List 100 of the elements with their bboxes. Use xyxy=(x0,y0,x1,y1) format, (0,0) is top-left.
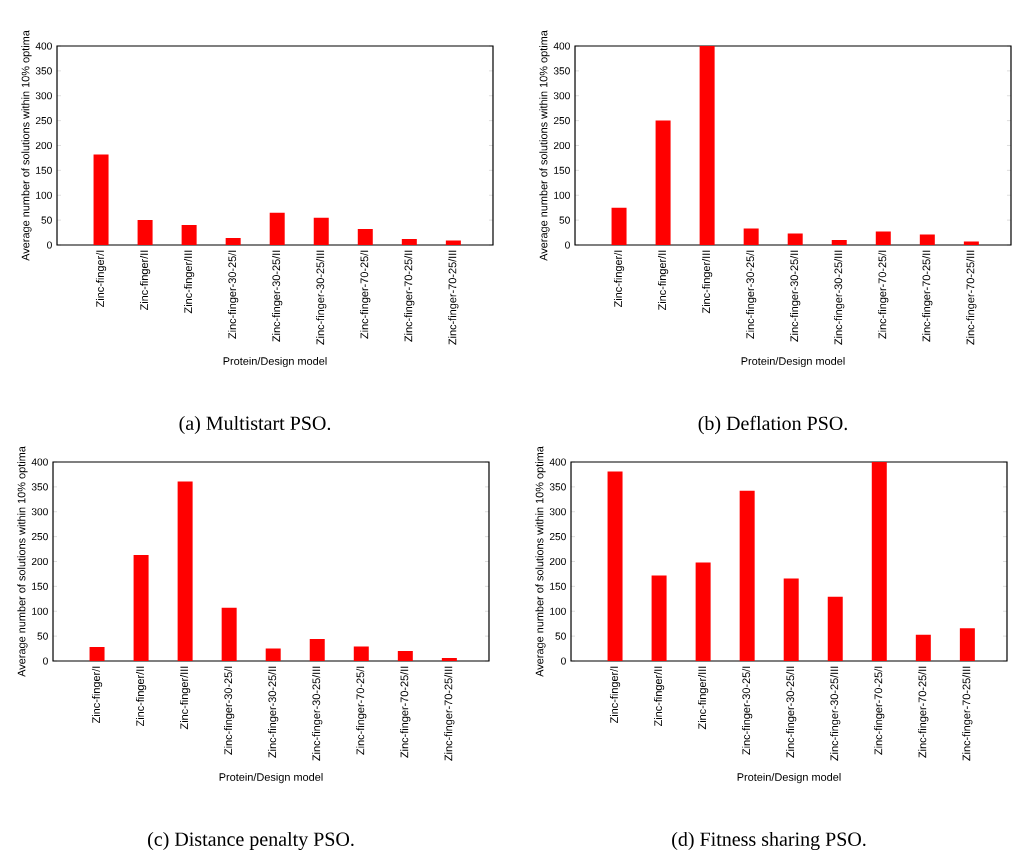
y-tick-label: 250 xyxy=(549,533,566,541)
x-tick-label: Zinc-finger/II xyxy=(135,666,147,727)
bar xyxy=(695,562,711,662)
x-tick-label: Zinc-finger/I xyxy=(609,666,621,724)
x-tick-label: Zinc-finger-70-25/III xyxy=(962,666,973,761)
y-tick-label: 200 xyxy=(549,558,566,566)
bar xyxy=(743,228,759,246)
x-tick-label: Zinc-finger-70-25/II xyxy=(918,666,929,758)
bar xyxy=(739,491,755,662)
x-tick-label: Zinc-finger/I xyxy=(95,250,107,308)
y-axis-title: Average number of solutions within 10% optima xyxy=(17,446,28,678)
y-tick-label: 0 xyxy=(565,241,570,249)
y-tick-label: 400 xyxy=(35,42,52,50)
bar xyxy=(827,597,843,662)
bar xyxy=(699,46,715,246)
bar xyxy=(401,239,417,246)
x-tick-label: Zinc-finger-30-25/II xyxy=(786,666,797,758)
y-tick-label: 150 xyxy=(554,167,570,175)
x-tick-label: Zinc-finger-30-25/I xyxy=(228,250,239,339)
bar xyxy=(919,234,935,246)
text: (a) Multistart PSO. xyxy=(179,416,331,435)
bar xyxy=(313,217,329,246)
x-tick-label: Zinc-finger-70-25/III xyxy=(448,250,459,345)
x-tick-label: Zinc-finger/III xyxy=(184,250,195,314)
y-tick-label: 350 xyxy=(35,67,52,75)
x-axis-title: Protein/Design model xyxy=(741,357,845,368)
x-tick-label: Zinc-finger/III xyxy=(702,250,713,314)
bar xyxy=(93,154,109,246)
y-tick-label: 150 xyxy=(32,583,48,591)
x-axis-title: Protein/Design model xyxy=(737,773,841,784)
x-tick-label: Zinc-finger-30-25/II xyxy=(268,666,279,758)
y-tick-label: 350 xyxy=(553,67,570,75)
x-tick-label: Zinc-finger-30-25/I xyxy=(742,666,753,755)
y-tick-label: 0 xyxy=(47,241,52,249)
y-axis-title: Average number of solutions within 10% optima xyxy=(21,30,32,262)
x-tick-label: Zinc-finger/III xyxy=(698,666,709,730)
y-tick-label: 300 xyxy=(549,508,566,516)
x-tick-label: Zinc-finger-70-25/II xyxy=(404,250,415,342)
x-tick-label: Zinc-finger-30-25/III xyxy=(316,250,327,345)
bar xyxy=(445,240,461,246)
bar xyxy=(787,233,803,246)
x-tick-label: Zinc-finger-70-25/I xyxy=(356,666,367,755)
y-tick-label: 250 xyxy=(31,533,48,541)
x-tick-label: Zinc-finger/I xyxy=(613,250,625,308)
bar xyxy=(353,646,369,662)
text: (c) Distance penalty PSO. xyxy=(148,832,354,851)
bar xyxy=(607,471,623,662)
x-tick-label: Zinc-finger/I xyxy=(91,666,103,724)
x-tick-label: Zinc-finger/II xyxy=(657,250,669,311)
text: (d) Fitness sharing PSO. xyxy=(672,832,866,851)
y-tick-label: 50 xyxy=(555,632,566,640)
bar xyxy=(915,634,931,662)
y-tick-label: 350 xyxy=(31,483,48,491)
y-axis-title: Average number of solutions within 10% optima xyxy=(539,30,550,262)
bar xyxy=(959,628,975,662)
y-tick-label: 400 xyxy=(549,458,566,466)
x-tick-label: Zinc-finger/III xyxy=(180,666,191,730)
y-tick-label: 50 xyxy=(559,216,570,224)
y-axis-title: Average number of solutions within 10% optima xyxy=(535,446,546,678)
x-tick-label: Zinc-finger-70-25/III xyxy=(966,250,977,345)
y-tick-label: 400 xyxy=(553,42,570,50)
bar xyxy=(441,658,457,662)
x-axis-title: Protein/Design model xyxy=(223,357,327,368)
bar xyxy=(265,648,281,662)
bar xyxy=(651,575,667,662)
bar xyxy=(357,229,373,246)
bar xyxy=(831,240,847,246)
x-tick-label: Zinc-finger-30-25/II xyxy=(272,250,283,342)
y-tick-label: 200 xyxy=(35,142,52,150)
y-tick-label: 300 xyxy=(553,92,570,100)
x-tick-label: Zinc-finger-70-25/II xyxy=(400,666,411,758)
y-tick-label: 100 xyxy=(32,607,48,616)
x-tick-label: Zinc-finger-70-25/III xyxy=(444,666,455,761)
bar xyxy=(269,212,285,246)
x-tick-label: Zinc-finger-30-25/I xyxy=(224,666,235,755)
y-tick-label: 150 xyxy=(36,167,52,175)
x-tick-label: Zinc-finger/II xyxy=(653,666,665,727)
x-axis-title: Protein/Design model xyxy=(219,773,323,784)
y-tick-label: 250 xyxy=(553,117,570,125)
y-tick-label: 200 xyxy=(31,558,48,566)
x-tick-label: Zinc-finger-30-25/II xyxy=(790,250,801,342)
x-tick-label: Zinc-finger-30-25/III xyxy=(834,250,845,345)
x-tick-label: Zinc-finger-30-25/I xyxy=(746,250,757,339)
bar xyxy=(871,462,887,662)
y-tick-label: 0 xyxy=(43,657,48,665)
y-tick-label: 200 xyxy=(553,142,570,150)
bar xyxy=(611,207,627,246)
x-tick-label: Zinc-finger-30-25/III xyxy=(312,666,323,761)
bar xyxy=(309,639,325,662)
y-tick-label: 100 xyxy=(554,191,570,200)
bar xyxy=(397,651,413,662)
bar xyxy=(655,120,671,246)
y-tick-label: 250 xyxy=(35,117,52,125)
x-tick-label: Zinc-finger-70-25/I xyxy=(878,250,889,339)
bar xyxy=(177,481,193,662)
bar xyxy=(137,220,153,246)
y-tick-label: 400 xyxy=(31,458,48,466)
y-tick-label: 100 xyxy=(550,607,566,616)
x-tick-label: Zinc-finger-70-25/II xyxy=(922,250,933,342)
x-tick-label: Zinc-finger/II xyxy=(139,250,151,311)
